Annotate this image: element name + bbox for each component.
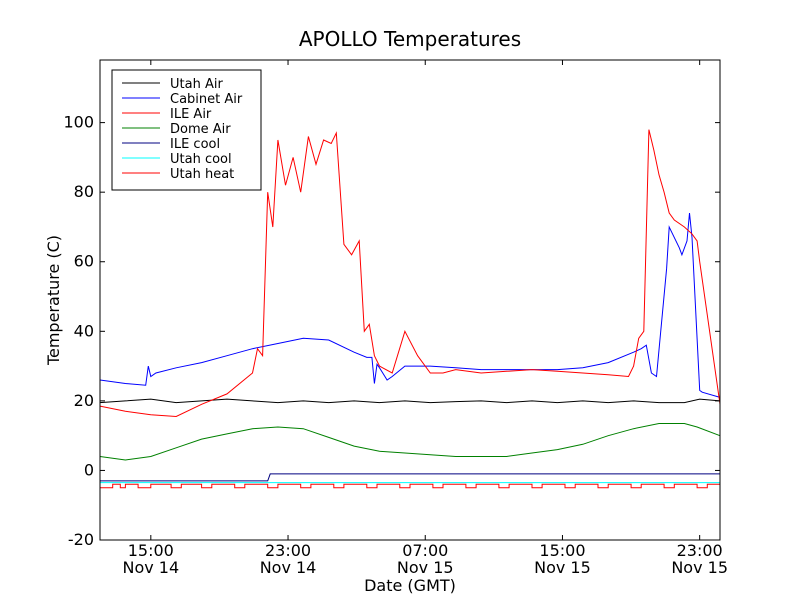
x-tick-date-label: Nov 14 <box>122 558 179 577</box>
x-tick-date-label: Nov 15 <box>671 558 728 577</box>
y-tick-label: 0 <box>84 460 94 479</box>
y-tick-label: 80 <box>74 182 94 201</box>
y-tick-label: 60 <box>74 252 94 271</box>
legend-label: Utah heat <box>170 167 234 182</box>
x-axis-label: Date (GMT) <box>364 576 456 595</box>
legend-label: Dome Air <box>170 122 231 137</box>
x-tick-date-label: Nov 14 <box>260 558 317 577</box>
legend-label: ILE Air <box>170 107 212 122</box>
legend-label: Cabinet Air <box>170 92 243 107</box>
chart-title: APOLLO Temperatures <box>299 27 521 51</box>
legend-label: ILE cool <box>170 137 220 152</box>
y-axis-label: Temperature (C) <box>44 235 63 366</box>
y-tick-label: -20 <box>68 530 94 549</box>
legend-label: Utah cool <box>170 152 232 167</box>
x-tick-date-label: Nov 15 <box>534 558 591 577</box>
y-tick-label: 100 <box>63 113 94 132</box>
y-tick-label: 20 <box>74 391 94 410</box>
x-tick-date-label: Nov 15 <box>397 558 454 577</box>
y-tick-label: 40 <box>74 321 94 340</box>
legend-label: Utah Air <box>170 77 223 92</box>
